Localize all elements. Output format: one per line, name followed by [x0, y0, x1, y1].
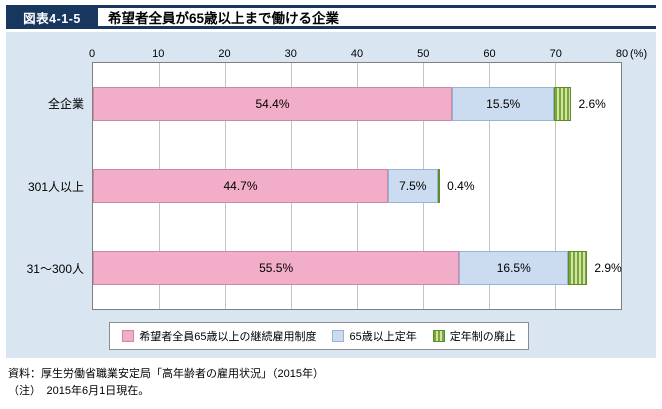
segment-value-label: 7.5%: [399, 179, 427, 193]
tick-label: 80: [615, 48, 629, 60]
chart-panel: 0 10 20 30 40 50 60 70 80 (%) 全企業 301人以上 31～300人 54…: [6, 32, 656, 358]
bar-row: 54.4% 15.5% 2.6%: [93, 63, 621, 145]
source-text: 資料：厚生労働省職業安定局「高年齢者の雇用状況」（2015年）: [8, 368, 324, 380]
category-column: 全企業 301人以上 31～300人: [16, 62, 92, 310]
gridline: [489, 63, 490, 309]
figure-title: 希望者全員が65歳以上まで働ける企業: [98, 5, 656, 29]
bar-row: 44.7% 7.5% 0.4%: [93, 145, 621, 227]
legend-swatch: [332, 330, 345, 342]
outside-value-label: 2.6%: [578, 97, 606, 111]
legend-item: 定年制の廃止: [432, 328, 516, 344]
category-label: 31～300人: [26, 262, 84, 277]
gridline: [555, 63, 556, 309]
legend-wrap: 希望者全員65歳以上の継続雇用制度 65歳以上定年 定年制の廃止: [16, 322, 622, 350]
tick-label: 60: [483, 48, 496, 60]
bar-row: 55.5% 16.5% 2.9%: [93, 227, 622, 309]
tick-label: 50: [417, 48, 430, 60]
tick-label: 20: [218, 48, 231, 60]
bar-segment: 15.5%: [452, 87, 555, 121]
segment-value-label: 44.7%: [223, 179, 258, 193]
figure-footer: 資料：厚生労働省職業安定局「高年齢者の雇用状況」（2015年） （注） 2015…: [8, 366, 654, 400]
segment-value-label: 55.5%: [259, 261, 294, 275]
chart-body: 全企業 301人以上 31～300人 54.4% 15.5% 2.6% 44.7% 7.5%…: [16, 62, 622, 310]
outside-value-label: 0.4%: [447, 179, 475, 193]
bar-segment: 16.5%: [459, 251, 569, 285]
segment-value-label: 15.5%: [486, 97, 521, 111]
outside-value-label: 2.9%: [594, 261, 622, 275]
legend-item: 65歳以上定年: [332, 328, 417, 344]
x-axis-unit: (%): [630, 48, 648, 60]
legend-swatch: [432, 330, 445, 342]
figure-header: 図表4-1-5 希望者全員が65歳以上まで働ける企業: [6, 5, 656, 29]
legend-item: 希望者全員65歳以上の継続雇用制度: [122, 328, 316, 344]
x-axis-tick-row: 0 10 20 30 40 50 60 70 80 (%): [88, 44, 647, 62]
bar-segment: 44.7%: [93, 169, 389, 203]
tick-label: 40: [350, 48, 364, 60]
legend: 希望者全員65歳以上の継続雇用制度 65歳以上定年 定年制の廃止: [109, 322, 529, 350]
legend-label: 定年制の廃止: [449, 331, 516, 343]
bar-segment: [554, 87, 572, 121]
bar-segment: 54.4%: [93, 87, 453, 121]
segment-value-label: 16.5%: [496, 261, 531, 275]
tick-label: 0: [88, 48, 96, 60]
bar-segment: 55.5%: [93, 251, 460, 285]
plot-area: 54.4% 15.5% 2.6% 44.7% 7.5% 0.4% 55.5% 16.5% 2.9…: [92, 62, 622, 310]
note-text: （注） 2015年6月1日現在。: [8, 385, 150, 398]
bar-segment: 7.5%: [388, 169, 438, 203]
category-label: 全企業: [47, 96, 84, 111]
bar-segment: [568, 251, 588, 285]
tick-label: 70: [549, 48, 562, 60]
legend-label: 希望者全員65歳以上の継続雇用制度: [139, 331, 317, 343]
tick-label: 30: [284, 48, 297, 60]
tick-label: 10: [152, 48, 165, 60]
figure-number-label: 図表4-1-5: [6, 5, 98, 29]
bar-rows: 54.4% 15.5% 2.6% 44.7% 7.5% 0.4% 55.5% 16.5% 2.9…: [93, 63, 622, 309]
bar-segment: [437, 169, 441, 203]
legend-label: 65歳以上定年: [349, 331, 417, 343]
category-label: 301人以上: [27, 179, 84, 194]
legend-swatch: [122, 330, 135, 342]
segment-value-label: 54.4%: [255, 97, 290, 111]
